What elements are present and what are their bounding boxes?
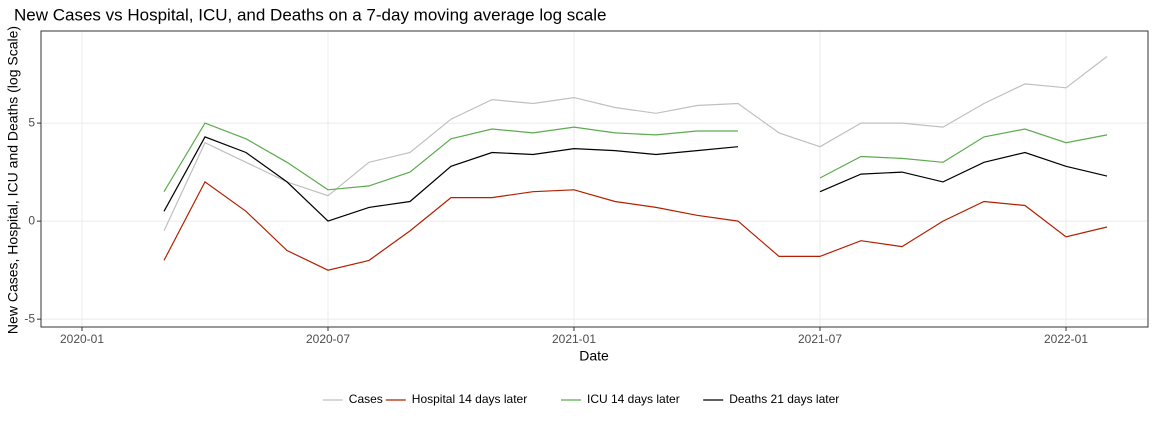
y-axis-title: New Cases, Hospital, ICU and Deaths (log…	[5, 26, 21, 334]
x-tick-label: 2020-07	[306, 332, 350, 346]
x-tick-label: 2022-01	[1044, 332, 1088, 346]
x-tick-label: 2021-07	[798, 332, 842, 346]
y-tick-label: 0	[28, 213, 35, 227]
legend-label: Hospital 14 days later	[412, 392, 527, 406]
legend-label: ICU 14 days later	[587, 392, 680, 406]
series-line	[163, 181, 1108, 271]
series-line	[163, 122, 1108, 193]
legend-label: Cases	[349, 392, 383, 406]
y-tick-label: 5	[28, 115, 35, 129]
x-tick-label: 2020-01	[60, 332, 104, 346]
series-line	[163, 136, 1108, 222]
chart-title: New Cases vs Hospital, ICU, and Deaths o…	[14, 5, 606, 24]
y-tick-label: -5	[24, 311, 35, 325]
legend-label: Deaths 21 days later	[729, 392, 839, 406]
plot-border	[40, 30, 1149, 328]
x-tick-label: 2021-01	[552, 332, 596, 346]
series-line	[163, 56, 1108, 232]
x-axis-title: Date	[579, 348, 609, 364]
